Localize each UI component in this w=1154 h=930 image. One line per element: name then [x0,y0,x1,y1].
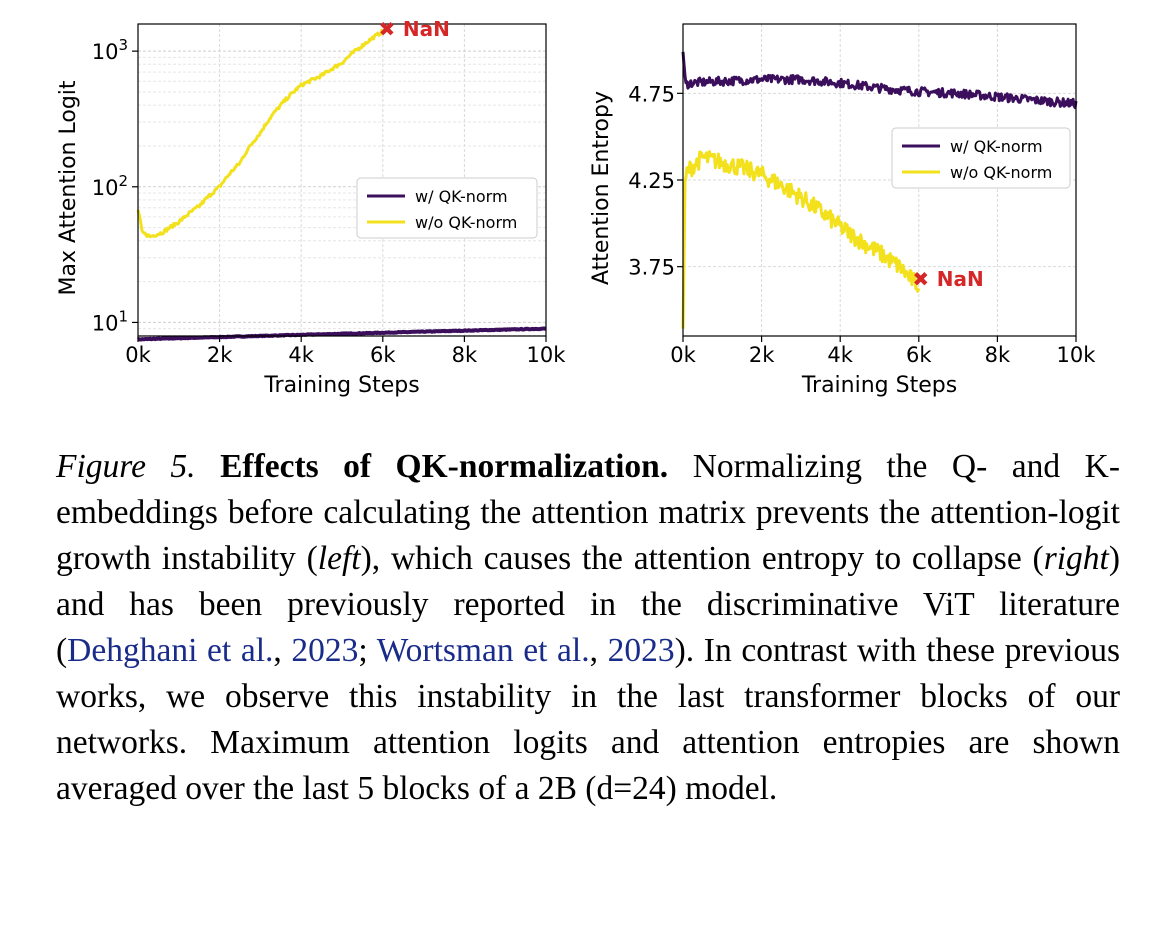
figure-svg: 0k 2k 4k 6k 8k 10k 101 102 103 Training Steps Max … [56,17,1097,398]
y-tick-label: 103 [92,36,128,64]
figure: 0k 2k 4k 6k 8k 10k 101 102 103 Training Steps Max … [0,0,1154,420]
y-tick-label: 101 [92,307,128,335]
nan-label: NaN [403,17,450,41]
x-tick-label: 6k [906,343,932,367]
x-tick-label: 2k [749,343,775,367]
nan-marker: ✖ [378,17,395,41]
caption-text: ) and has been previously reported in th… [56,540,1121,669]
series-line-without-qk-norm [136,28,384,239]
chart-attention-entropy: 0k 2k 4k 6k 8k 10k 3.75 4.25 4.75 Training Steps A… [589,23,1097,398]
caption-text: Normalizing the Q- and K-embeddings befo… [56,448,1120,577]
caption-text: ). In contrast with these previous works… [56,632,1121,807]
citation-year-link[interactable]: 2023 [607,632,675,669]
citation-link[interactable]: Dehghani et al. [67,632,274,669]
plot-frame [137,23,547,337]
x-tick-label: 4k [827,343,853,367]
caption-label: Figure 5. [56,448,196,485]
caption-text: ; [358,632,377,669]
legend-label: w/ QK-norm [950,137,1043,156]
legend-label: w/ QK-norm [415,187,508,206]
figure-caption: Figure 5. Effects of QK-normalization. N… [56,444,1120,812]
x-axis-label: Training Steps [263,373,419,398]
legend-label: w/o QK-norm [950,163,1052,182]
x-tick-label: 6k [370,343,396,367]
x-tick-label: 10k [527,343,567,367]
caption-left: left [317,540,361,577]
nan-label: NaN [937,267,984,291]
y-axis-label: Attention Entropy [589,91,614,285]
x-tick-label: 8k [452,343,478,367]
legend: w/ QK-norm w/o QK-norm [356,177,538,239]
x-tick-label: 8k [985,343,1011,367]
x-tick-label: 0k [125,343,151,367]
citation-year-link[interactable]: 2023 [291,632,359,669]
series-line-without-qk-norm [681,150,921,329]
chart-max-attention-logit: 0k 2k 4k 6k 8k 10k 101 102 103 Training Steps Max … [56,17,566,398]
series-line-with-qk-norm [681,51,1078,110]
nan-marker: ✖ [912,267,929,291]
x-tick-label: 0k [670,343,696,367]
legend-label: w/o QK-norm [415,213,517,232]
legend: w/ QK-norm w/o QK-norm [891,127,1071,189]
y-tick-label: 4.75 [628,82,675,106]
citation-link[interactable]: Wortsman et al. [376,632,590,669]
caption-text: ), which causes the attention entropy to… [360,540,1044,577]
x-axis-label: Training Steps [801,373,957,398]
caption-right: right [1043,540,1109,577]
y-tick-label: 102 [92,172,128,200]
y-tick-label: 3.75 [628,256,675,280]
x-tick-label: 2k [207,343,233,367]
y-tick-label: 4.25 [628,169,675,193]
x-tick-label: 10k [1057,343,1097,367]
caption-text: , [273,632,292,669]
y-axis-label: Max Attention Logit [56,80,81,295]
series-line-with-qk-norm [136,326,547,342]
caption-text: , [589,632,608,669]
x-tick-label: 4k [288,343,314,367]
caption-title: Effects of QK-normalization. [220,448,669,485]
